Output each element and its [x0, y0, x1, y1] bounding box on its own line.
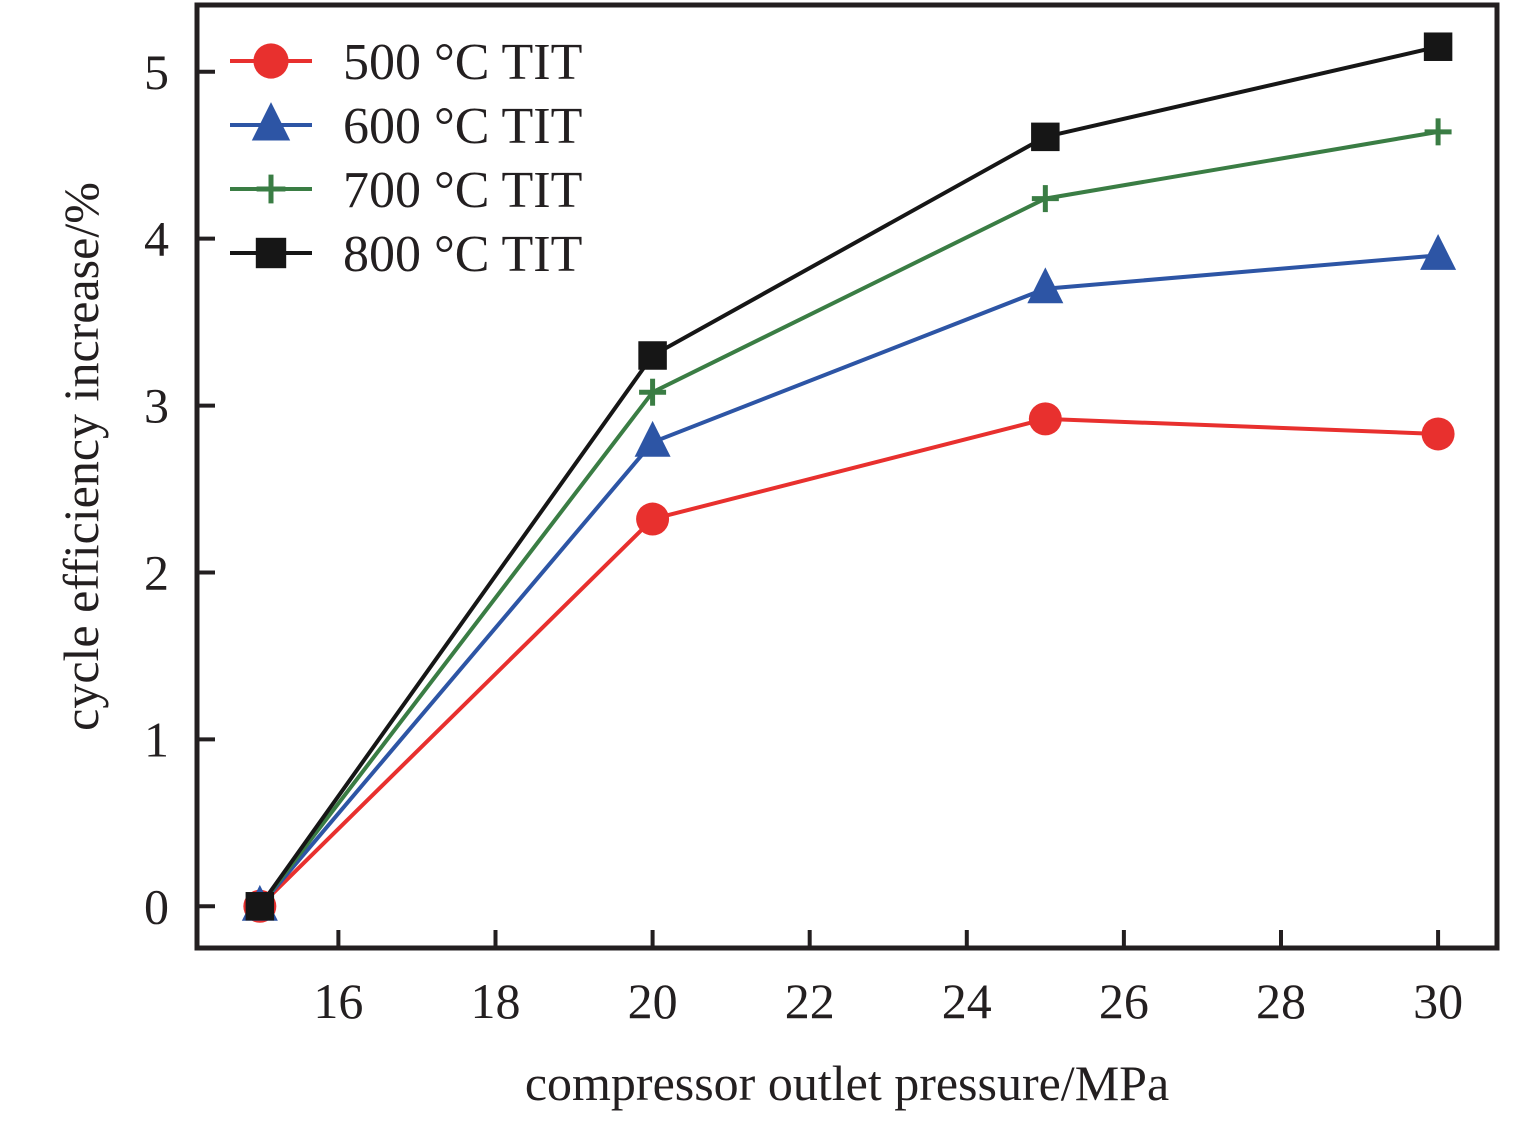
marker-square: [638, 341, 667, 370]
x-axis-label: compressor outlet pressure/MPa: [525, 1055, 1169, 1111]
x-tick-label: 20: [628, 973, 678, 1029]
series-line: [258, 416, 1439, 908]
legend-label: 600 °C TIT: [343, 98, 582, 155]
series-line: [258, 253, 1439, 908]
marker-square: [255, 237, 287, 269]
marker-circle: [636, 502, 670, 536]
x-tick-label: 18: [470, 973, 520, 1029]
x-tick-label: 16: [313, 973, 363, 1029]
y-tick-label: 5: [144, 44, 169, 100]
y-axis: 0 1 2 3 4 5: [144, 44, 215, 934]
series-800: [245, 32, 1453, 921]
marker-plus: [639, 378, 667, 406]
y-axis-label: cycle efficiency increase/%: [53, 182, 109, 731]
marker-square: [1031, 122, 1060, 152]
marker-square: [1423, 32, 1453, 61]
legend-item: 700 °C TIT: [230, 162, 582, 219]
series-line: [258, 44, 1439, 908]
legend-label: 500 °C TIT: [343, 34, 582, 91]
legend-item: 600 °C TIT: [230, 98, 582, 155]
x-tick-label: 22: [785, 973, 835, 1029]
marker-plus: [256, 174, 286, 204]
marker-circle: [1028, 402, 1062, 436]
marker-triangle: [1420, 233, 1457, 270]
x-tick-label: 28: [1256, 973, 1306, 1029]
series-layer: [241, 32, 1457, 923]
legend-item: 500 °C TIT: [230, 34, 582, 91]
marker-circle: [1421, 417, 1455, 451]
y-tick-label: 3: [144, 378, 169, 434]
x-tick-label: 24: [942, 973, 992, 1029]
legend-item: 800 °C TIT: [230, 226, 582, 283]
marker-plus: [1424, 118, 1452, 146]
y-tick-label: 4: [144, 211, 169, 267]
marker-triangle: [634, 420, 671, 457]
y-tick-label: 1: [144, 711, 169, 767]
marker-plus: [1031, 185, 1059, 213]
series-600: [241, 233, 1457, 921]
marker-circle: [253, 43, 289, 79]
marker-triangle: [251, 102, 291, 141]
plot-frame: [194, 2, 1500, 951]
legend-label: 700 °C TIT: [343, 162, 582, 219]
x-tick-label: 26: [1099, 973, 1149, 1029]
series-500: [243, 402, 1455, 923]
x-tick-label: 30: [1413, 973, 1463, 1029]
series-line: [258, 129, 1439, 908]
marker-triangle: [1027, 267, 1064, 304]
marker-square: [245, 892, 275, 921]
legend: 500 °C TIT 600 °C TIT 700 °C TIT 800 °C TIT: [230, 34, 582, 283]
x-axis: 16 18 20 22 24 26 28 30: [313, 930, 1463, 1029]
legend-label: 800 °C TIT: [343, 226, 582, 283]
y-tick-label: 2: [144, 544, 169, 600]
y-tick-label: 0: [144, 878, 169, 934]
